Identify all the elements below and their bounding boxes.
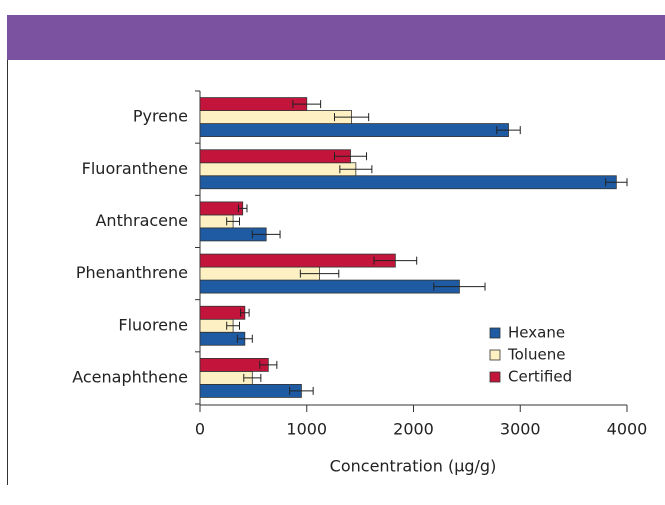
y-tick-label: Phenanthrene: [76, 263, 188, 282]
bar: [199, 253, 396, 268]
error-bar: [299, 269, 340, 278]
error-bar: [334, 152, 368, 161]
x-tick-label: 0: [195, 420, 205, 439]
x-tick-label: 3000: [500, 420, 541, 439]
bar: [199, 123, 509, 137]
y-tick-label: Acenaphthene: [72, 367, 188, 386]
error-bar: [292, 100, 322, 109]
error-bar: [226, 217, 240, 226]
y-tick-label: Pyrene: [133, 107, 188, 126]
error-bar: [433, 282, 486, 291]
legend-label: Certified: [508, 368, 572, 386]
error-bar: [251, 230, 281, 239]
bar: [199, 110, 352, 124]
legend-swatch: [489, 349, 501, 361]
bar: [199, 201, 244, 216]
legend-label: Toluene: [507, 346, 565, 364]
bar: [199, 149, 351, 164]
error-bar: [289, 386, 314, 395]
error-bar: [496, 126, 521, 135]
error-bar: [240, 308, 250, 317]
x-tick-label: 4000: [607, 420, 648, 439]
bar: [199, 305, 246, 320]
error-bar: [236, 334, 253, 343]
header-band: [7, 15, 665, 60]
bar: [199, 162, 357, 177]
error-bar: [334, 113, 370, 122]
error-bar: [237, 204, 248, 213]
y-tick-label: Fluorene: [118, 315, 188, 334]
bar: [199, 175, 617, 190]
bar: [199, 97, 308, 111]
bar: [199, 384, 302, 398]
error-bar: [339, 165, 373, 174]
bar: [199, 358, 269, 372]
x-axis-label: Concentration (μg/g): [330, 457, 497, 476]
error-bar: [226, 321, 240, 330]
error-bar: [373, 256, 418, 265]
legend-swatch: [489, 371, 501, 383]
legend-label: Hexane: [508, 324, 565, 342]
error-bar: [605, 178, 628, 187]
x-tick-label: 1000: [286, 420, 327, 439]
x-tick-label: 2000: [393, 420, 434, 439]
y-tick-label: Anthracene: [95, 211, 188, 230]
legend-swatch: [489, 327, 501, 339]
error-bar: [243, 373, 262, 382]
bar: [199, 279, 460, 294]
error-bar: [259, 360, 278, 369]
y-tick-label: Fluoranthene: [82, 159, 188, 178]
